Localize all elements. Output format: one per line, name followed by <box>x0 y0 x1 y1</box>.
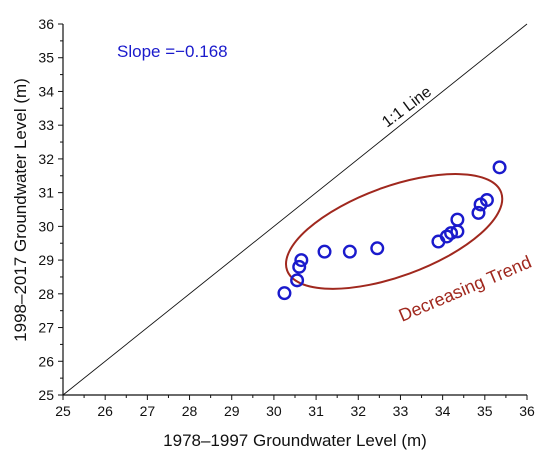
x-tick-label: 35 <box>477 403 493 419</box>
y-axis-title: 1998–2017 Groundwater Level (m) <box>11 78 30 342</box>
x-tick-label: 29 <box>224 403 240 419</box>
one-to-one-line-label: 1:1 Line <box>379 83 435 131</box>
x-tick-label: 36 <box>519 403 535 419</box>
y-tick-label: 30 <box>38 218 54 234</box>
data-point <box>450 212 465 227</box>
reference-line-group <box>62 23 528 396</box>
trend-ellipse <box>285 173 504 290</box>
x-tick-label: 25 <box>55 403 71 419</box>
data-point <box>342 244 357 259</box>
y-tick-label: 32 <box>38 151 54 167</box>
y-tick-label: 36 <box>38 16 54 32</box>
x-tick-label: 32 <box>350 403 366 419</box>
y-tick-label: 28 <box>38 286 54 302</box>
x-tick-label: 31 <box>308 403 324 419</box>
x-tick-label: 26 <box>97 403 113 419</box>
y-tick-label: 31 <box>38 185 54 201</box>
data-point <box>294 253 309 268</box>
x-tick-label: 27 <box>140 403 156 419</box>
y-tick-label: 34 <box>38 83 54 99</box>
data-point <box>479 193 494 208</box>
data-point <box>492 160 507 175</box>
data-point <box>317 244 332 259</box>
x-tick-label: 30 <box>266 403 282 419</box>
ticks-group: 25 26 27 28 29 30 31 32 33 34 35 36 25 26 27 28 29 30 31 32… <box>38 16 535 419</box>
data-point <box>290 273 305 288</box>
data-point <box>444 226 459 241</box>
x-axis-title: 1978–1997 Groundwater Level (m) <box>163 431 427 450</box>
y-tick-label: 27 <box>38 320 54 336</box>
one-to-one-line <box>62 23 528 396</box>
data-point <box>471 205 486 220</box>
y-tick-label: 29 <box>38 252 54 268</box>
data-point <box>277 286 292 301</box>
data-point <box>292 259 307 274</box>
trend-label: Decreasing Trend <box>396 252 535 326</box>
y-tick-label: 26 <box>38 353 54 369</box>
slope-annotation: Slope =−0.168 <box>117 42 228 61</box>
x-tick-label: 28 <box>182 403 198 419</box>
data-point <box>370 241 385 256</box>
trend-ellipse-group <box>285 173 504 290</box>
y-tick-label: 25 <box>38 387 54 403</box>
y-tick-label: 33 <box>38 117 54 133</box>
x-tick-label: 33 <box>393 403 409 419</box>
x-tick-label: 34 <box>435 403 451 419</box>
y-tick-label: 35 <box>38 50 54 66</box>
points-group <box>277 160 507 301</box>
